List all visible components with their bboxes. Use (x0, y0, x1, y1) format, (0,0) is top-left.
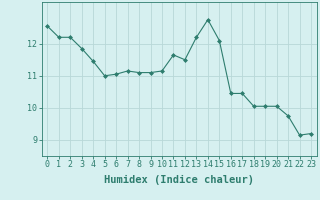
X-axis label: Humidex (Indice chaleur): Humidex (Indice chaleur) (104, 175, 254, 185)
